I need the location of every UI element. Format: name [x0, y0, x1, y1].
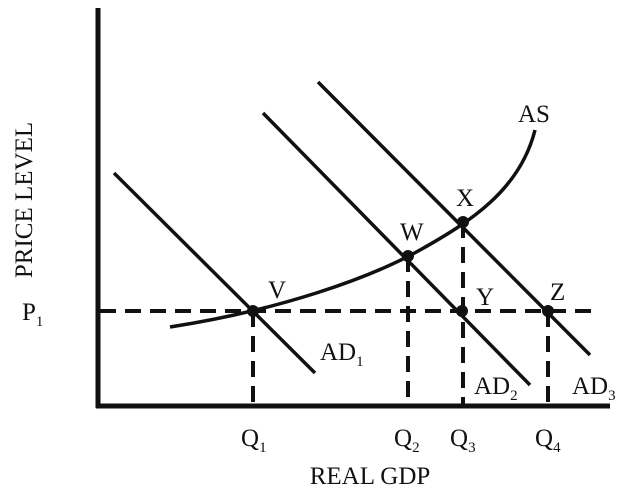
ad1-label: AD1: [320, 339, 364, 370]
ad3-label: AD3: [572, 373, 616, 404]
ad1-curve: [112, 171, 317, 375]
point-z: [542, 305, 554, 317]
label-sub: 1: [36, 314, 44, 330]
point-label: V: [268, 277, 286, 304]
label-sub: 1: [356, 354, 364, 370]
label-sub: 2: [412, 440, 420, 456]
q-label: Q2: [394, 425, 420, 456]
q-label: Q1: [241, 425, 267, 456]
point-label: W: [400, 219, 424, 246]
label-base: AD: [474, 373, 510, 400]
label-base: Q: [535, 425, 553, 452]
point-label: X: [456, 185, 474, 212]
point-w: [402, 250, 414, 262]
point-x: [457, 216, 469, 228]
label-sub: 1: [259, 440, 267, 456]
label-sub: 3: [608, 388, 616, 404]
label-base: Q: [394, 425, 412, 452]
label-sub: 4: [553, 440, 561, 456]
y-axis-label: PRICE LEVEL: [11, 122, 38, 278]
label-base: P: [22, 299, 36, 326]
label-base: AD: [320, 339, 356, 366]
as-label: AS: [518, 101, 550, 128]
point-label: Y: [476, 284, 494, 311]
point-y: [456, 305, 468, 317]
label-base: Q: [241, 425, 259, 452]
x-axis-label: REAL GDP: [310, 463, 431, 490]
label-base: Q: [450, 425, 468, 452]
label-sub: 2: [510, 388, 518, 404]
q-label: Q3: [450, 425, 476, 456]
label-sub: 3: [468, 440, 476, 456]
point-v: [247, 305, 259, 317]
ad2-curve: [261, 111, 532, 387]
p1-label: P1: [22, 299, 43, 330]
q-label: Q4: [535, 425, 561, 456]
ad2-label: AD2: [474, 373, 518, 404]
label-base: AD: [572, 373, 608, 400]
point-label: Z: [550, 279, 565, 306]
